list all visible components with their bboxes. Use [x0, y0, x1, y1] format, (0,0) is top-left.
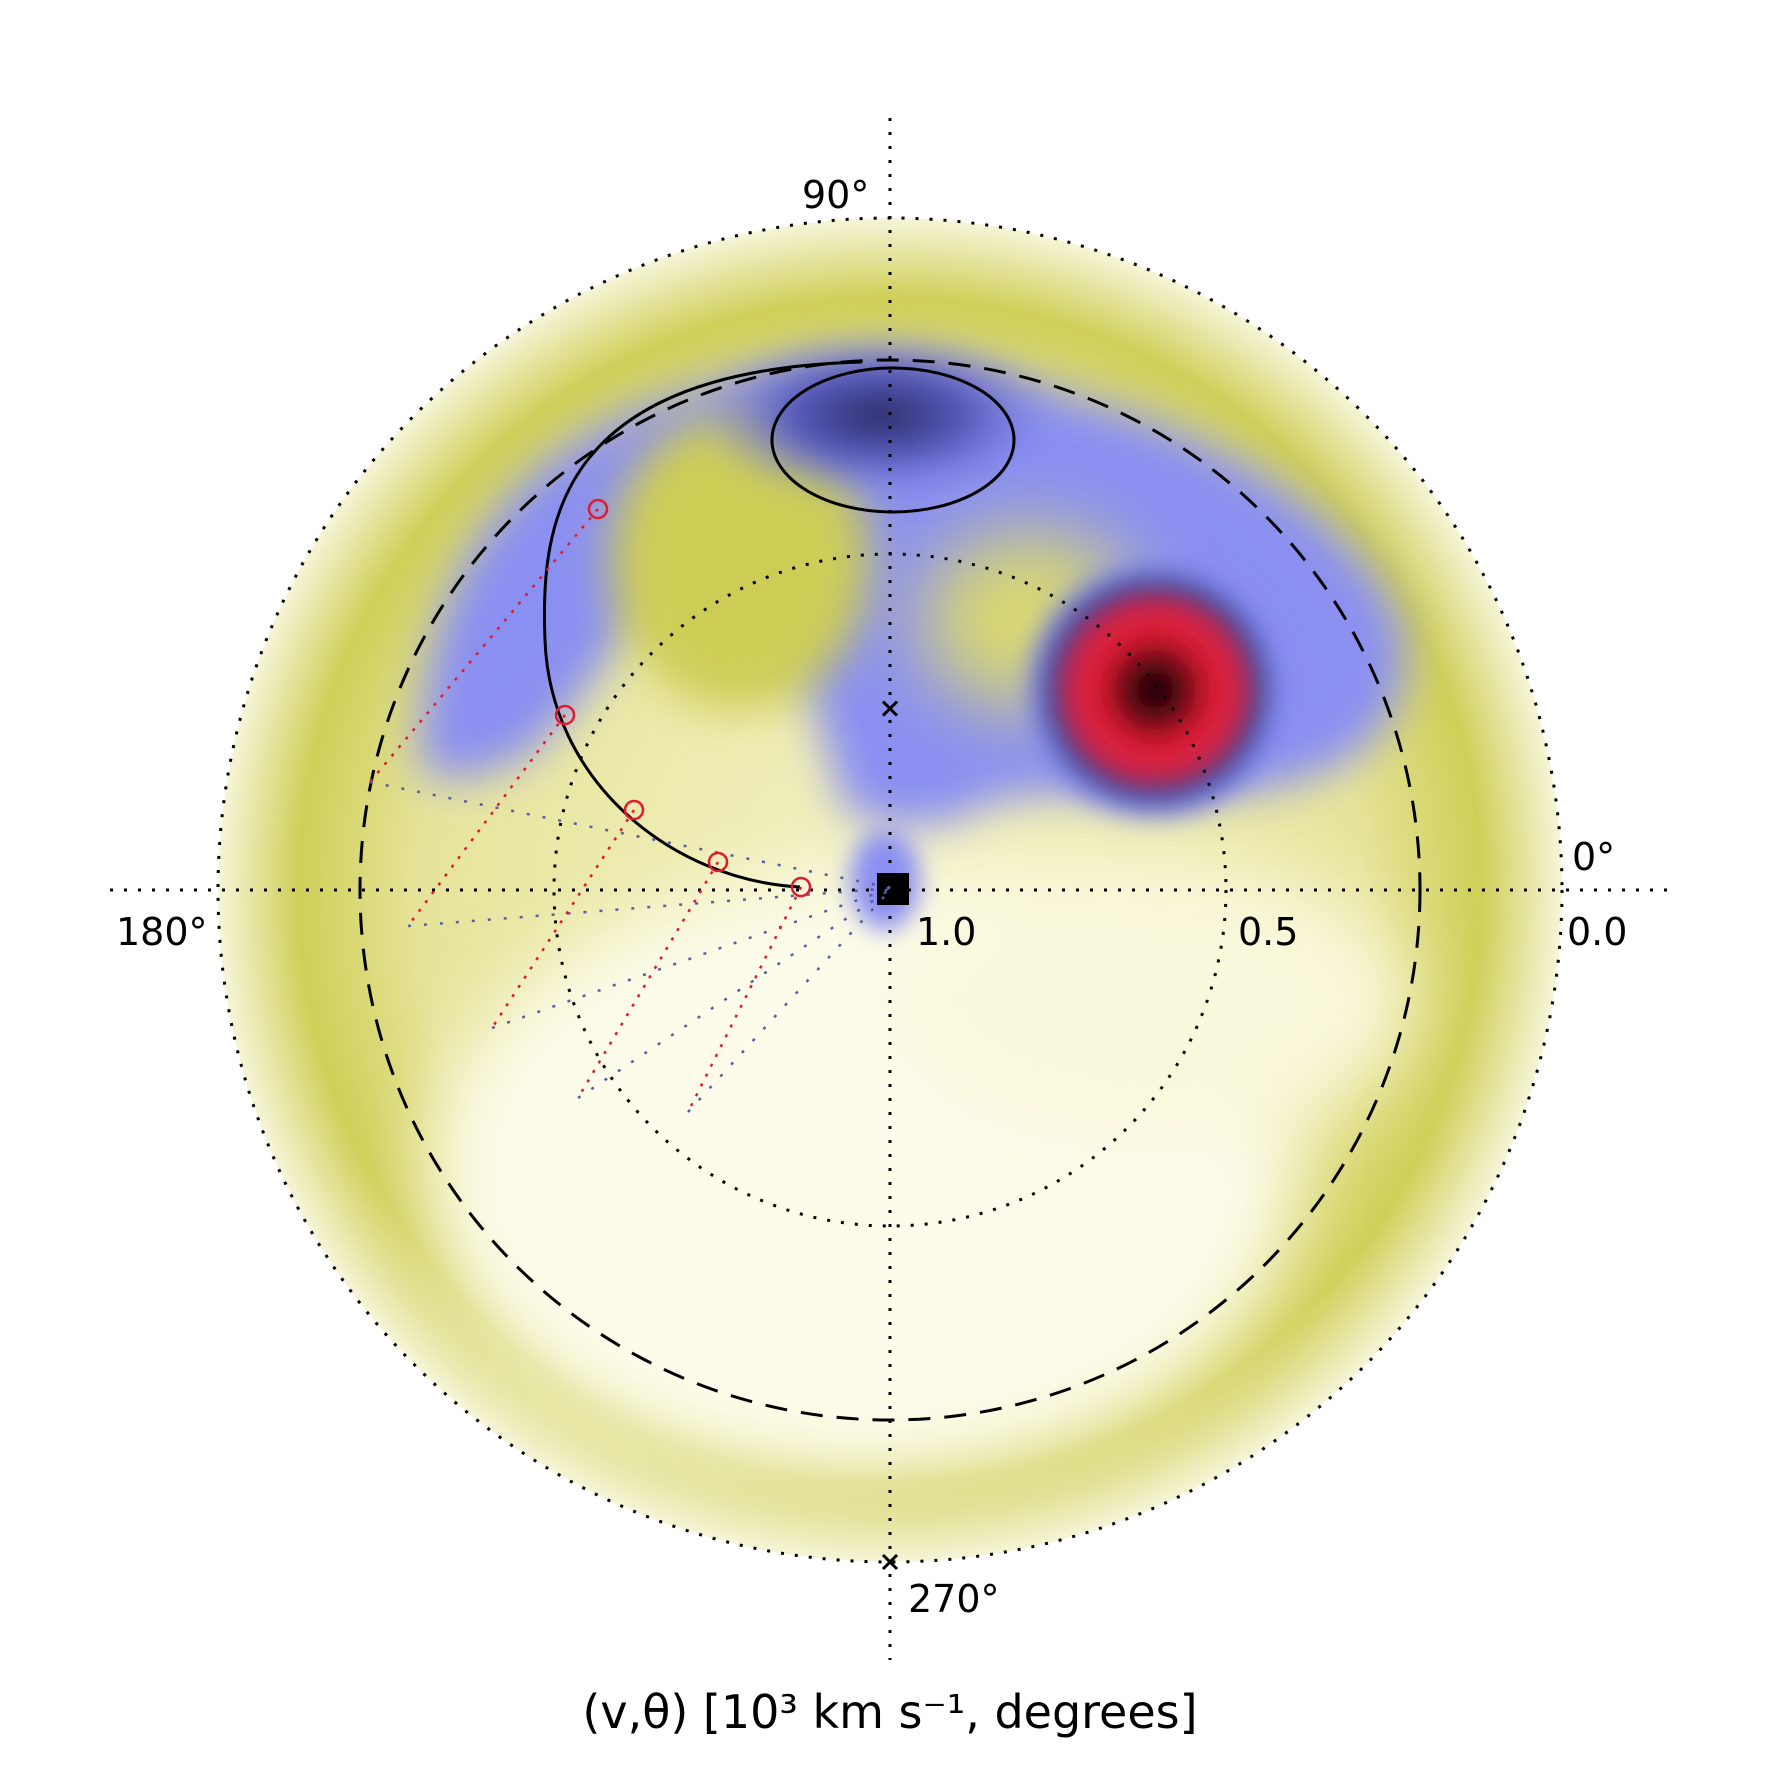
stream-velocity-link	[369, 508, 599, 783]
polar-grid	[110, 118, 1670, 1660]
model-overlays	[542, 360, 1016, 889]
disc-velocity-trajectory	[687, 887, 893, 1113]
radius-label-outer: 0.0	[1567, 910, 1627, 954]
disc-velocity-trajectory	[491, 886, 893, 1030]
outer-velocity-circle	[216, 216, 1564, 1564]
angle-label-0: 0°	[1572, 835, 1615, 879]
disc-velocity-trajectory	[407, 886, 893, 928]
stream-point-circle	[554, 704, 576, 726]
radius-label-center: 1.0	[916, 910, 976, 954]
angle-label-90: 90°	[802, 173, 869, 217]
x-marker	[881, 700, 899, 717]
velocity-circle-dashed	[358, 358, 1422, 1422]
radius-label-mid: 0.5	[1238, 910, 1298, 954]
stream-point-circle	[587, 498, 609, 520]
position-markers	[881, 700, 899, 1571]
angle-label-180: 180°	[116, 910, 208, 954]
stream-trajectories	[369, 498, 893, 1113]
stream-point-circle	[623, 799, 645, 821]
x-marker	[881, 1553, 899, 1571]
velocity-circle-dotted	[552, 552, 1228, 1228]
stream-velocity-link	[686, 886, 803, 1113]
stream-point-circle	[707, 851, 729, 873]
x-axis-label: (v,θ) [10³ km s⁻¹, degrees]	[582, 1685, 1197, 1739]
angle-label-270: 270°	[908, 1577, 1000, 1621]
ballistic-stream	[542, 360, 863, 889]
secondary-roche-lobe	[770, 366, 1016, 514]
stream-point-circle	[790, 876, 812, 898]
stream-velocity-link	[576, 861, 720, 1099]
